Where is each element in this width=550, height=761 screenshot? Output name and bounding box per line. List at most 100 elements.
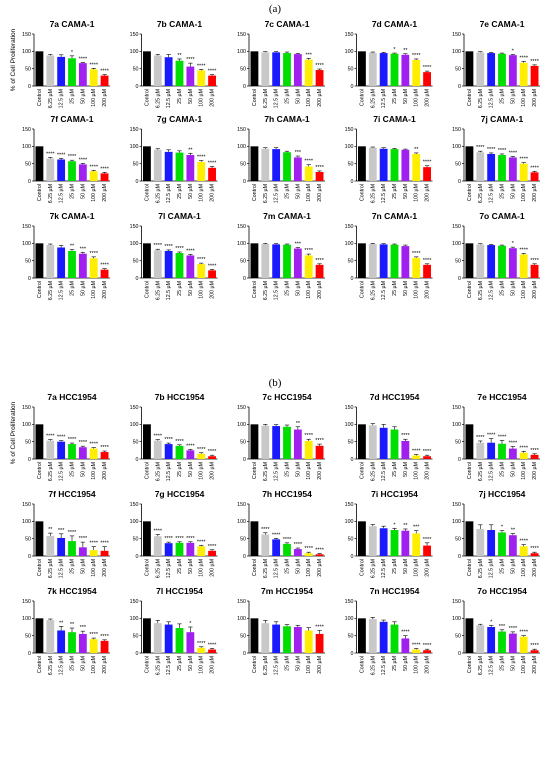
y-tick-label: 150 [237, 32, 246, 38]
y-tick-label: 0 [243, 276, 246, 282]
x-tick-label: 50 µM [188, 184, 194, 199]
significance-label: **** [164, 437, 173, 443]
y-tick-label: 150 [130, 127, 139, 133]
x-tick-label: 6.25 µM [370, 184, 376, 203]
chart-title: 7k CAMA-1 [50, 211, 95, 221]
y-tick-label: 150 [237, 127, 246, 133]
bar [304, 166, 313, 181]
x-tick-label: Control [144, 184, 150, 201]
x-tick-label: 50 µM [188, 559, 194, 574]
bar [78, 164, 87, 181]
x-tick-label: 50 µM [403, 281, 409, 296]
x-tick-label: Control [359, 462, 365, 479]
bar [250, 51, 259, 86]
bar [153, 536, 162, 556]
significance-label: **** [315, 63, 324, 69]
x-tick-label: Control [144, 462, 150, 479]
significance-label: **** [519, 539, 528, 545]
significance-label: **** [100, 634, 109, 640]
bar [401, 638, 410, 653]
significance-label: **** [401, 433, 410, 439]
x-tick-label: 6.25 µM [155, 89, 161, 108]
x-tick-label: 50 µM [295, 89, 301, 104]
y-tick-label: 150 [237, 599, 246, 605]
bar [498, 443, 506, 459]
significance-label: **** [46, 151, 55, 157]
significance-label: ** [296, 421, 301, 427]
x-tick-label: 100 µM [306, 462, 312, 480]
significance-label: **** [304, 159, 313, 165]
y-tick-label: 50 [25, 66, 31, 72]
x-tick-label: 12.5 µM [489, 184, 495, 203]
significance-label: *** [306, 52, 313, 58]
bar [530, 65, 539, 86]
bar [57, 441, 66, 459]
significance-label: ** [511, 527, 516, 533]
x-tick-label: 200 µM [210, 184, 216, 202]
y-tick-label: 50 [25, 161, 31, 167]
y-tick-label: 100 [237, 144, 246, 150]
chart-title: 7b CAMA-1 [157, 19, 203, 29]
bar [476, 52, 485, 86]
y-tick-label: 100 [130, 616, 139, 622]
bar [164, 151, 173, 181]
x-tick-label: 12.5 µM [381, 559, 387, 578]
x-tick-label: 25 µM [500, 656, 506, 671]
y-tick-label: 50 [348, 66, 354, 72]
x-tick-label: 12.5 µM [166, 462, 172, 481]
x-tick-label: 25 µM [70, 281, 76, 296]
bar [78, 547, 87, 556]
significance-label: **** [100, 69, 109, 75]
x-tick-label: 25 µM [392, 462, 398, 477]
significance-label: * [189, 621, 192, 627]
y-tick-label: 50 [133, 66, 139, 72]
bar [46, 535, 55, 556]
bar [390, 624, 399, 653]
significance-label: ** [177, 53, 182, 59]
significance-label: **** [208, 263, 217, 269]
x-tick-label: Control [467, 184, 473, 201]
bar [519, 163, 528, 181]
x-tick-label: 25 µM [285, 656, 291, 671]
y-tick-label: 100 [130, 49, 139, 55]
x-tick-label: 200 µM [102, 89, 108, 107]
significance-label: **** [89, 442, 98, 448]
x-tick-label: 200 µM [425, 656, 431, 674]
y-tick-label: 0 [458, 276, 461, 282]
bar [78, 447, 87, 459]
significance-label: **** [68, 154, 77, 160]
bar [186, 542, 195, 556]
x-tick-label: 200 µM [532, 559, 538, 577]
significance-label: **** [186, 536, 195, 542]
x-tick-label: 50 µM [295, 184, 301, 199]
significance-label: **** [315, 165, 324, 171]
x-tick-label: 6.25 µM [478, 462, 484, 481]
chart-title: 7k HCC1954 [47, 586, 96, 596]
bar [293, 248, 302, 278]
x-tick-label: 200 µM [210, 462, 216, 480]
y-tick-label: 0 [243, 179, 246, 185]
bar [143, 243, 151, 278]
x-tick-label: 100 µM [521, 89, 527, 107]
x-tick-label: 6.25 µM [155, 656, 161, 675]
x-tick-label: 12.5 µM [166, 89, 172, 108]
y-tick-label: 150 [452, 405, 461, 411]
bar [390, 53, 399, 86]
bar [283, 53, 291, 86]
significance-label: *** [295, 150, 302, 156]
bar [143, 618, 151, 653]
x-tick-label: Control [252, 281, 258, 298]
bar [208, 456, 216, 459]
significance-label: **** [519, 55, 528, 61]
bar [35, 424, 44, 459]
x-tick-label: 12.5 µM [166, 281, 172, 300]
x-tick-label: 12.5 µM [274, 656, 280, 675]
significance-label: *** [58, 528, 65, 534]
x-tick-label: 50 µM [510, 281, 516, 296]
x-tick-label: 100 µM [414, 656, 420, 674]
x-tick-label: 25 µM [177, 656, 183, 671]
y-tick-label: 100 [237, 519, 246, 525]
x-tick-label: 25 µM [70, 89, 76, 104]
bar [261, 244, 270, 278]
